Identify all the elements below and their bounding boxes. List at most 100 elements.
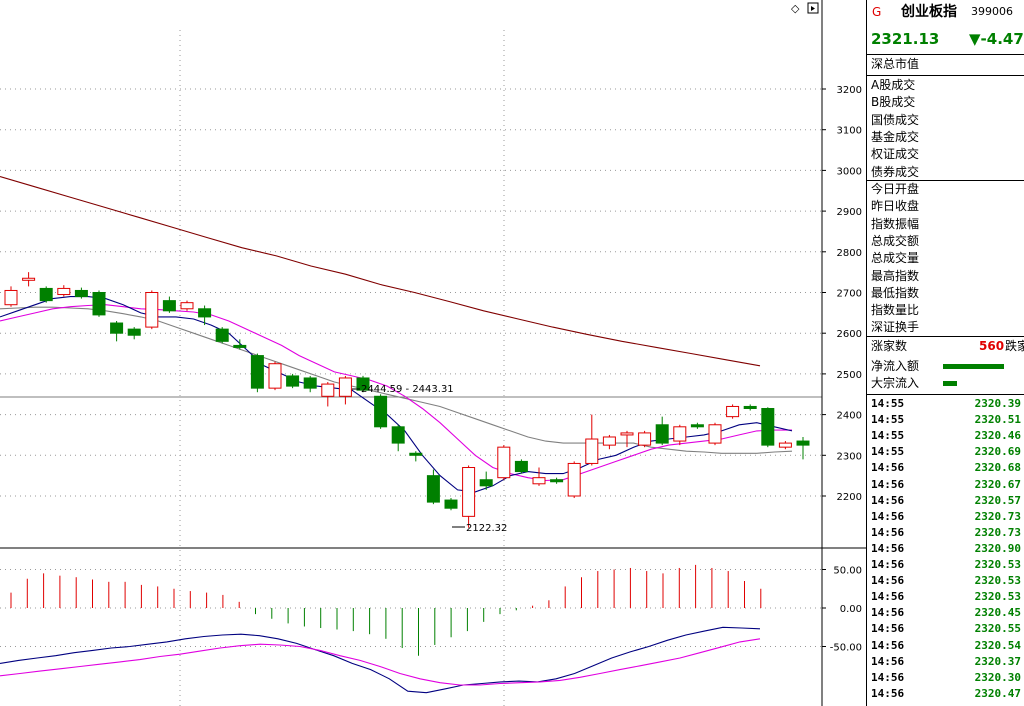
tick-price: 2320.55 — [974, 622, 1021, 636]
block-inflow-bar — [943, 381, 958, 386]
last-price: 2321.13 — [871, 30, 940, 48]
price-tick-label: 2300 — [837, 451, 862, 462]
day-stat-row: 指数量比 — [867, 302, 1024, 319]
candle-body — [250, 355, 264, 389]
candle-body — [321, 383, 335, 397]
candle-body — [356, 377, 370, 391]
candle-body — [655, 424, 669, 444]
day-stat-label: 最低指数 — [871, 285, 920, 300]
day-stat-row: 深证换手 — [867, 319, 1024, 336]
price-tick-label: 3200 — [837, 85, 862, 96]
rise-count-value: 560 — [979, 339, 1005, 353]
top-diamond-icon[interactable]: ◇ — [791, 2, 800, 15]
tick-time: 14:55 — [871, 397, 905, 410]
tick-time: 14:56 — [871, 574, 905, 588]
tick-row: 14:55 2320.39 — [867, 396, 1024, 412]
trade-stat-row: 权证成交 — [867, 146, 1024, 163]
candle-body — [198, 308, 212, 318]
candle-body — [22, 277, 36, 281]
candle-body — [233, 344, 247, 348]
tick-time: 14:56 — [871, 461, 905, 475]
low-label: 2122.32 — [466, 523, 507, 534]
kline-chart[interactable]: ◇ 2200 2300 2400 2500 2600 2700 2800 2900 3000 31… — [0, 0, 866, 706]
tick-price: 2320.39 — [974, 397, 1021, 410]
range-label: 2444.59 - 2443.31 — [361, 384, 454, 395]
day-stat-label: 指数振幅 — [871, 216, 920, 231]
separator — [867, 54, 1024, 55]
day-stat-row: 指数振幅 — [867, 216, 1024, 233]
market-cap-row: 深总市值 — [867, 56, 1024, 73]
g-label: G — [872, 5, 882, 19]
day-stat-row: 最低指数 — [867, 285, 1024, 302]
trade-stat-row: 基金成交 — [867, 129, 1024, 146]
day-stat-row: 昨日收盘 — [867, 198, 1024, 215]
quote-panel: G 创业板指 399006 2321.13 ▼-4.47 深总市值 A股成交 B股… — [866, 0, 1024, 706]
candle-body — [409, 452, 423, 456]
tick-price: 2320.51 — [974, 413, 1021, 427]
day-stat-row: 总成交额 — [867, 233, 1024, 250]
index-code: 399006 — [971, 5, 1013, 18]
candle-body — [391, 426, 405, 444]
trade-stat-label: 基金成交 — [871, 129, 920, 144]
tick-time: 14:56 — [871, 509, 905, 523]
tick-row: 14:55 2320.69 — [867, 444, 1024, 460]
tick-price: 2320.53 — [974, 558, 1021, 571]
tick-time: 14:56 — [871, 541, 905, 555]
tick-row: 14:56 2320.47 — [867, 686, 1024, 702]
tick-row: 14:56 2320.67 — [867, 477, 1024, 493]
candle-body — [567, 462, 581, 497]
tick-row: 14:56 2320.57 — [867, 493, 1024, 509]
tick-row: 14:56 2320.54 — [867, 638, 1024, 654]
tick-row: 14:56 2320.53 — [867, 573, 1024, 589]
candle-body — [761, 407, 775, 446]
tick-row: 14:56 2320.73 — [867, 525, 1024, 541]
candle-body — [585, 438, 599, 464]
day-stat-label: 最高指数 — [871, 268, 920, 283]
net-inflow-bar — [943, 364, 1004, 369]
candle-body — [162, 300, 176, 312]
tick-price: 2320.68 — [974, 461, 1021, 475]
price-tick-label: 3100 — [837, 126, 862, 137]
day-stat-label: 昨日收盘 — [871, 199, 920, 214]
price-axis: 2200 2300 2400 2500 2600 2700 2800 2900 3000 3100… — [822, 85, 862, 503]
rise-count-row: 涨家数 560 跌家 — [867, 338, 1024, 355]
tick-time: 14:56 — [871, 590, 905, 604]
quote-price-row: 2321.13 ▼-4.47 — [867, 28, 1024, 50]
price-tick-label: 2800 — [837, 248, 862, 259]
candles — [4, 272, 810, 528]
tick-row: 14:56 2320.53 — [867, 557, 1024, 573]
tick-price: 2320.54 — [974, 638, 1021, 652]
tick-price: 2320.57 — [974, 493, 1021, 507]
tick-price: 2320.47 — [974, 686, 1021, 700]
candle-body — [4, 289, 18, 306]
ma-long-line — [0, 175, 761, 367]
tick-row: 14:55 2320.46 — [867, 428, 1024, 444]
price-tick-label: 2700 — [837, 289, 862, 300]
macd-tick-label: 0.00 — [840, 604, 862, 615]
dif-line — [0, 626, 761, 694]
candle-body — [479, 479, 493, 487]
tick-row: 14:56 2320.53 — [867, 589, 1024, 605]
macd-axis: 50.00 0.00 -50.00 — [822, 566, 862, 654]
chart-annotations: 2444.59 - 2443.31 2122.32 — [352, 384, 507, 534]
tick-row: 14:56 2320.55 — [867, 621, 1024, 637]
tick-time: 14:55 — [871, 413, 905, 427]
tick-time: 14:56 — [871, 686, 905, 700]
block-inflow-row: 大宗流入 — [867, 375, 1024, 392]
tick-price: 2320.53 — [974, 574, 1021, 588]
day-stat-row: 总成交量 — [867, 250, 1024, 267]
tick-time: 14:56 — [871, 606, 905, 620]
ma10-line — [0, 304, 792, 482]
candle-body — [462, 467, 476, 517]
tick-row: 14:56 2320.90 — [867, 541, 1024, 557]
tick-price: 2320.37 — [974, 654, 1021, 668]
separator — [867, 336, 1024, 337]
tick-row: 14:55 2320.51 — [867, 412, 1024, 428]
net-inflow-label: 净流入额 — [871, 359, 920, 373]
candle-body — [673, 426, 687, 442]
day-stat-row: 最高指数 — [867, 268, 1024, 285]
tick-row: 14:56 2320.30 — [867, 670, 1024, 686]
fall-count-label: 跌家 — [1005, 339, 1024, 353]
candle-body — [110, 322, 124, 334]
candle-body — [374, 395, 388, 428]
